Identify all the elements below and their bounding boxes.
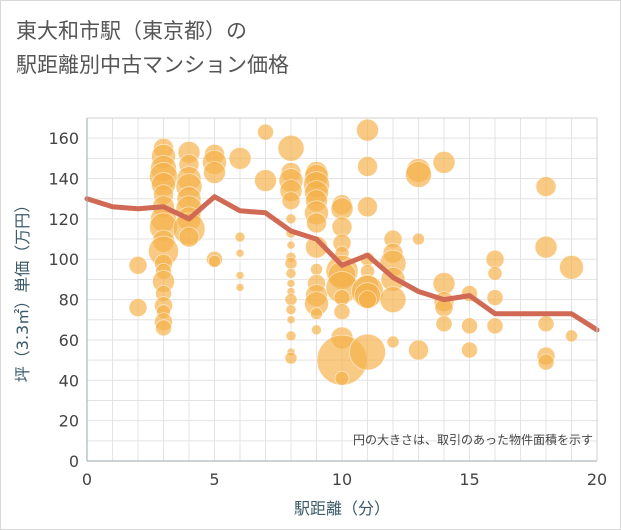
bubble-point [284,351,298,365]
x-tick-label: 10 [332,470,352,489]
bubble-point [334,370,350,386]
y-tick-label: 80 [59,291,79,310]
y-tick-labels: 0 20 40 60 80 100 120 140 160 [48,129,79,471]
bubble-point [534,235,558,259]
bubble-point [310,262,323,276]
bubble-point [486,289,504,306]
bubble-point [358,290,377,309]
title-line-2: 駅距離別中古マンション価格 [16,53,289,77]
bubble-point [357,196,378,218]
bubble-point [379,286,407,313]
bubble-point [408,339,429,361]
bubble-point [155,319,172,337]
bubble-point [537,353,555,371]
bubble-point [285,304,297,316]
bubble-point [310,307,323,321]
bubble-point [405,161,432,188]
bubble-point [284,293,298,306]
y-tick-label: 0 [69,452,79,471]
y-tick-label: 20 [59,412,79,431]
bubble-series [128,118,584,386]
bubble-point [333,289,351,306]
plot-axes [86,117,598,462]
x-axis-label: 駅距離（分） [294,499,390,518]
bubble-point [254,169,277,192]
y-tick-label: 140 [48,170,79,189]
chart-title: 東大和市駅（東京都）の 駅距離別中古マンション価格 [16,14,289,82]
bubble-point [235,270,245,280]
y-tick-label: 40 [59,371,79,390]
title-line-1: 東大和市駅（東京都）の [16,19,247,43]
bubble-point [178,226,200,248]
bubble-point [386,335,400,349]
bubble-point [432,272,456,295]
bubble-point [537,315,555,333]
bubble-point [285,330,297,342]
x-tick-label: 0 [82,470,92,489]
bubble-point [234,231,246,243]
bubble-point [235,283,245,292]
bubble-point [435,315,453,333]
bubble-point [286,240,296,250]
bubble-point [485,249,505,269]
bubble-point [286,279,296,288]
bubble-point [559,254,584,280]
bubble-point [535,176,557,198]
y-tick-label: 120 [48,210,79,229]
y-tick-label: 100 [48,250,79,269]
bubble-point [349,333,386,371]
bubble-point [356,118,379,142]
bubble-point [228,146,252,170]
bubble-point [311,324,322,336]
bubble-point [333,303,351,321]
bubble-point [565,329,578,343]
y-tick-label: 160 [48,129,79,148]
bubble-point [257,123,274,141]
bubble-point [203,161,226,184]
bubble-point [487,265,503,281]
bubble-point [357,156,378,177]
y-tick-label: 60 [59,331,79,350]
bubble-size-note: 円の大きさは、取引のあった物件面積を示す [353,432,593,447]
bubble-point [412,232,425,246]
bubble-point [486,317,504,335]
bubble-point [128,298,148,318]
bubble-point [277,134,305,162]
bubble-point [284,256,298,270]
x-tick-label: 20 [587,470,607,489]
x-tick-label: 15 [459,470,479,489]
bubble-point [281,191,301,211]
bubble-point [128,255,148,275]
bubble-point [330,197,354,221]
bubble-point [285,213,297,225]
y-axis-label: 坪（3.3㎡）単価（万円） [13,197,32,382]
bubble-point [235,248,245,258]
bubble-point [285,267,297,279]
bubble-point [461,317,478,335]
x-tick-labels: 0 5 10 15 20 [82,470,607,489]
bubble-point [208,254,221,268]
bubble-point [461,341,478,359]
bubble-point [432,150,456,174]
average-price-line [84,194,600,333]
bubble-point [286,315,296,325]
bubble-point [306,212,327,234]
x-tick-label: 5 [209,470,219,489]
